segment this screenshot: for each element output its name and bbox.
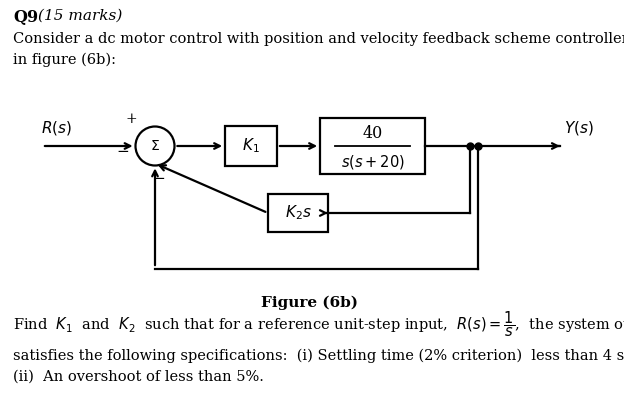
Text: +: + — [125, 112, 137, 126]
Text: (15 marks): (15 marks) — [38, 9, 122, 23]
FancyBboxPatch shape — [268, 194, 328, 232]
Text: $Y(s)$: $Y(s)$ — [564, 119, 594, 137]
Text: $\Sigma$: $\Sigma$ — [150, 139, 160, 153]
FancyBboxPatch shape — [225, 126, 277, 166]
Text: −: − — [117, 145, 130, 159]
Text: $R(s)$: $R(s)$ — [41, 119, 72, 137]
FancyBboxPatch shape — [320, 118, 425, 174]
Text: $s(s+20)$: $s(s+20)$ — [341, 153, 404, 170]
Text: $K_1$: $K_1$ — [242, 137, 260, 156]
Text: Consider a dc motor control with position and velocity feedback scheme controlle: Consider a dc motor control with positio… — [13, 32, 624, 67]
Text: Find  $K_1$  and  $K_2$  such that for a reference unit-step input,  $R(s)=\dfra: Find $K_1$ and $K_2$ such that for a ref… — [13, 309, 624, 339]
Text: $K_2s$: $K_2s$ — [285, 204, 311, 222]
Text: Figure (6b): Figure (6b) — [261, 296, 359, 310]
Text: satisfies the following specifications:  (i) Settling time (2% criterion)  less : satisfies the following specifications: … — [13, 349, 624, 384]
Text: Q9: Q9 — [13, 9, 38, 26]
Text: 40: 40 — [363, 125, 383, 142]
Text: −: − — [152, 173, 165, 187]
